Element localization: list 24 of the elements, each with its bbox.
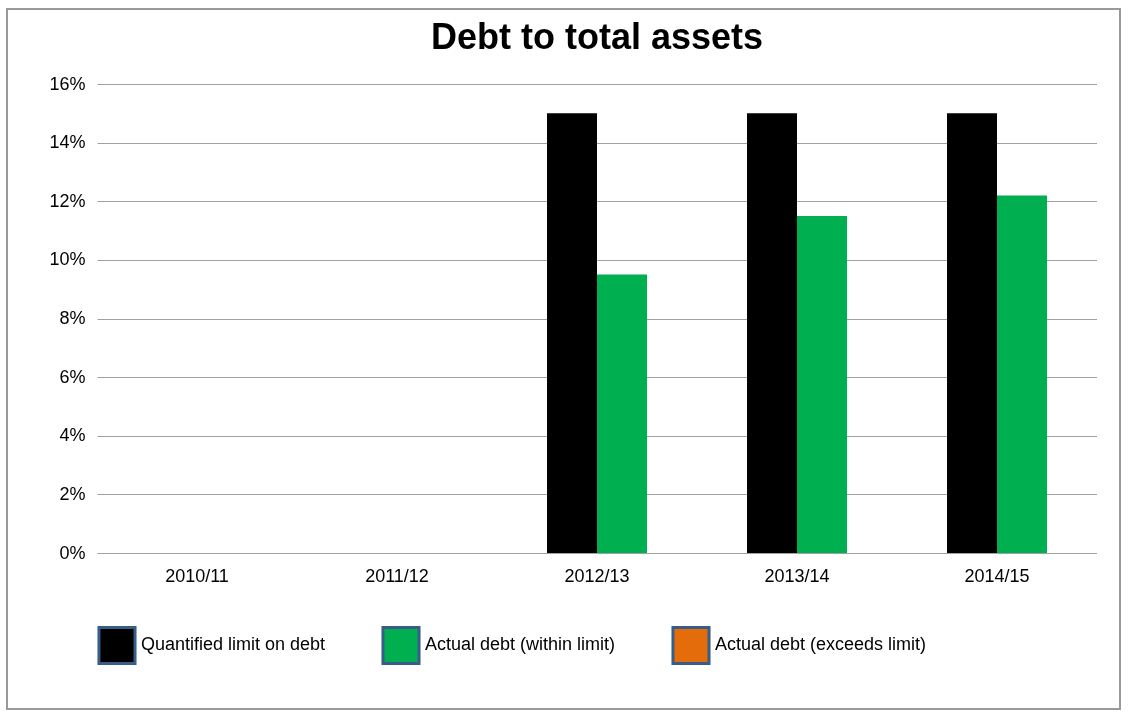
- legend-label: Quantified limit on debt: [141, 634, 326, 655]
- y-tick-label: 12%: [49, 190, 86, 211]
- bar: [747, 113, 797, 553]
- bar: [947, 113, 997, 553]
- y-tick-label: 6%: [59, 366, 86, 387]
- x-tick-label: 2010/11: [165, 565, 229, 586]
- y-tick-label: 16%: [49, 73, 86, 94]
- legend-label: Actual debt (exceeds limit): [715, 634, 927, 655]
- y-tick-label: 4%: [59, 425, 86, 446]
- x-tick-label: 2011/12: [365, 565, 429, 586]
- bar: [797, 215, 847, 553]
- bar: [597, 274, 647, 553]
- legend-label: Actual debt (within limit): [425, 634, 616, 655]
- y-tick-label: 10%: [49, 249, 86, 270]
- y-tick-label: 2%: [59, 483, 86, 504]
- y-tick-label: 0%: [59, 542, 86, 563]
- y-tick-label: 14%: [49, 132, 86, 153]
- bar: [997, 195, 1047, 553]
- y-tick-label: 8%: [59, 308, 86, 328]
- x-tick-label: 2012/13: [564, 565, 630, 586]
- bar: [547, 113, 597, 553]
- chart-title: Debt to total assets: [430, 16, 764, 57]
- x-tick-label: 2013/14: [764, 565, 830, 586]
- x-tick-label: 2014/15: [964, 565, 1030, 586]
